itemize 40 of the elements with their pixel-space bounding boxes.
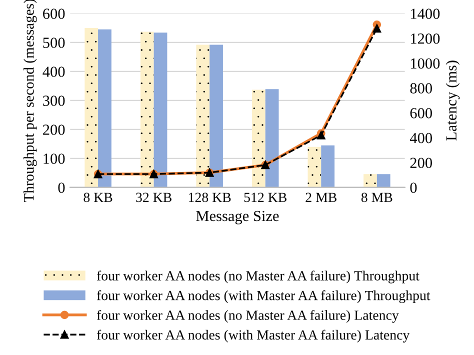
bar — [364, 174, 377, 188]
y2-tick-label: 400 — [410, 132, 432, 144]
y-tick-label: 200 — [43, 124, 65, 135]
bar — [321, 145, 335, 188]
y2-tick-label: 1000 — [411, 58, 440, 69]
x-tick-label: 8 MB — [361, 192, 392, 202]
point — [372, 24, 382, 33]
bar — [252, 90, 266, 188]
y2-tick-label: 200 — [410, 158, 432, 168]
y-tick-label: 400 — [42, 66, 65, 77]
y2-tick-label: 1200 — [411, 33, 440, 44]
legend-label: four worker AA nodes (with Master AA failure) Latency — [96, 330, 410, 342]
y-tick-label: 600 — [43, 8, 65, 19]
x-axis-title: Message Size — [196, 210, 279, 224]
y-tick-label: 0 — [58, 182, 65, 193]
bar — [308, 146, 322, 188]
y2-tick-label: 0 — [410, 182, 417, 193]
x-tick-label: 8 KB — [84, 192, 112, 202]
y2-axis-title: Latency (ms) — [446, 60, 460, 141]
y-tick-label: 300 — [43, 96, 65, 106]
bar — [140, 32, 154, 188]
bar — [376, 174, 390, 188]
y-tick-label: 500 — [43, 38, 65, 48]
bar — [196, 44, 210, 188]
x-tick-label: 512 KB — [244, 192, 286, 202]
x-tick-label: 32 KB — [136, 192, 172, 202]
bar — [154, 32, 168, 188]
legend-label: four worker AA nodes (no Master AA failure) Throughput — [96, 270, 420, 284]
bar — [98, 29, 112, 188]
x-tick-label: 2 MB — [306, 192, 336, 202]
bar — [84, 28, 98, 188]
y-tick-label: 100 — [44, 154, 65, 164]
y2-tick-label: 600 — [410, 108, 432, 118]
y2-tick-label: 800 — [410, 83, 432, 94]
bar — [265, 89, 279, 188]
bar — [210, 44, 223, 188]
x-tick-label: 128 KB — [189, 192, 231, 202]
legend-label: four worker AA nodes (no Master AA failure) Latency — [96, 310, 399, 323]
legend-label: four worker AA nodes (with Master AA failure) Throughput — [96, 290, 430, 304]
y2-tick-label: 1400 — [411, 8, 440, 19]
